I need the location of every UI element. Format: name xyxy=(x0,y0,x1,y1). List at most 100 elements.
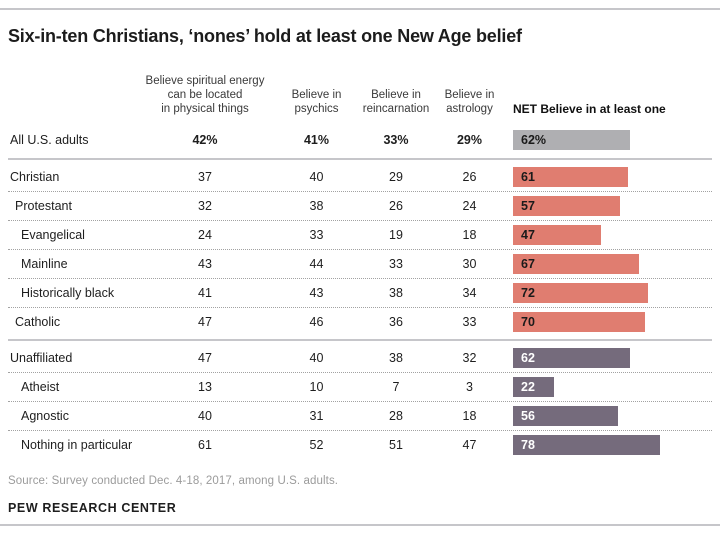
value-spiritual-energy: 24 xyxy=(198,228,212,242)
row-separator xyxy=(8,401,712,402)
net-bar-label: 72 xyxy=(521,286,535,300)
value-reincarnation: 26 xyxy=(389,199,403,213)
net-bar-label: 56 xyxy=(521,409,535,423)
col-header-net: NET Believe in at least one xyxy=(513,102,666,116)
net-bar-label: 47 xyxy=(521,228,535,242)
value-reincarnation: 19 xyxy=(389,228,403,242)
row-separator xyxy=(8,220,712,221)
value-spiritual-energy: 47 xyxy=(198,315,212,329)
row-separator xyxy=(8,191,712,192)
bottom-rule xyxy=(0,524,720,526)
table-row-nothing-in-particular: Nothing in particular 61 52 51 47 78 xyxy=(8,431,712,459)
table-row-catholic: Catholic 47 46 36 33 70 xyxy=(8,308,712,336)
value-psychics: 33 xyxy=(309,228,324,242)
value-psychics: 38 xyxy=(309,199,324,213)
net-bar-label: 61 xyxy=(521,170,535,184)
value-spiritual-energy: 47 xyxy=(198,351,212,365)
col-header-spiritual-energy: Believe spiritual energy can be located … xyxy=(145,75,265,115)
value-psychics: 43 xyxy=(309,286,324,300)
value-psychics: 46 xyxy=(309,315,324,329)
net-bar: 47 xyxy=(513,225,602,245)
table-row-protestant: Protestant 32 38 26 24 57 xyxy=(8,192,712,220)
value-reincarnation: 38 xyxy=(389,286,403,300)
net-bar: 70 xyxy=(513,312,645,332)
net-bar-label: 62 xyxy=(521,351,535,365)
value-reincarnation: 28 xyxy=(389,409,403,423)
net-bar: 62% xyxy=(513,130,630,150)
col-header-reincarnation: Believe in reincarnation xyxy=(362,89,430,115)
value-astrology: 3 xyxy=(466,380,473,394)
col-header-astrology: Believe in astrology xyxy=(444,89,495,115)
value-reincarnation: 33% xyxy=(383,133,409,147)
net-bar-label: 67 xyxy=(521,257,535,271)
value-spiritual-energy: 13 xyxy=(198,380,212,394)
value-psychics: 40 xyxy=(309,170,324,184)
row-separator xyxy=(8,278,712,279)
row-label: Unaffiliated xyxy=(10,351,73,365)
net-bar: 57 xyxy=(513,196,621,216)
value-astrology: 33 xyxy=(462,315,477,329)
row-label: Christian xyxy=(10,170,60,184)
chart-content: Six-in-ten Christians, ‘nones’ hold at l… xyxy=(8,26,712,515)
value-reincarnation: 51 xyxy=(389,438,403,452)
value-astrology: 47 xyxy=(462,438,477,452)
row-separator xyxy=(8,249,712,250)
table-row-unaffiliated: Unaffiliated 47 40 38 32 62 xyxy=(8,344,712,372)
value-astrology: 18 xyxy=(462,228,477,242)
group-separator xyxy=(8,339,712,341)
row-label: Catholic xyxy=(15,315,61,329)
net-bar: 22 xyxy=(513,377,555,397)
net-bar: 61 xyxy=(513,167,628,187)
top-rule xyxy=(0,8,720,10)
net-bar: 62 xyxy=(513,348,630,368)
table-row-evangelical: Evangelical 24 33 19 18 47 xyxy=(8,221,712,249)
value-astrology: 30 xyxy=(462,257,477,271)
value-spiritual-energy: 42% xyxy=(192,133,218,147)
net-bar-label: 78 xyxy=(521,438,535,452)
value-spiritual-energy: 41 xyxy=(198,286,212,300)
brand-footer: PEW RESEARCH CENTER xyxy=(8,501,177,515)
value-astrology: 32 xyxy=(462,351,477,365)
value-psychics: 31 xyxy=(309,409,324,423)
value-spiritual-energy: 43 xyxy=(198,257,212,271)
row-label: Protestant xyxy=(15,199,72,213)
chart-title: Six-in-ten Christians, ‘nones’ hold at l… xyxy=(8,26,522,46)
row-label: Nothing in particular xyxy=(21,438,133,452)
row-separator xyxy=(8,430,712,431)
value-psychics: 44 xyxy=(309,257,324,271)
value-spiritual-energy: 32 xyxy=(198,199,212,213)
net-bar-label: 22 xyxy=(521,380,535,394)
row-label: Evangelical xyxy=(21,228,85,242)
value-reincarnation: 7 xyxy=(392,380,400,394)
table-row-mainline: Mainline 43 44 33 30 67 xyxy=(8,250,712,278)
net-bar: 72 xyxy=(513,283,649,303)
value-astrology: 34 xyxy=(462,286,477,300)
net-bar: 56 xyxy=(513,406,619,426)
value-spiritual-energy: 61 xyxy=(198,438,212,452)
net-bar-label: 62% xyxy=(521,133,547,147)
value-reincarnation: 38 xyxy=(389,351,403,365)
net-bar-label: 57 xyxy=(521,199,535,213)
row-label: Atheist xyxy=(21,380,60,394)
source-note: Source: Survey conducted Dec. 4-18, 2017… xyxy=(8,475,339,487)
row-label: Mainline xyxy=(21,257,68,271)
value-astrology: 26 xyxy=(462,170,477,184)
table-row-atheist: Atheist 13 10 7 3 22 xyxy=(8,373,712,401)
table-row-all-us-adults: All U.S. adults 42% 41% 33% 29% 62% xyxy=(8,125,712,155)
net-bar-label: 70 xyxy=(521,315,535,329)
net-bar: 78 xyxy=(513,435,660,455)
column-header-row: Believe spiritual energy can be located … xyxy=(8,74,712,125)
table-row-agnostic: Agnostic 40 31 28 18 56 xyxy=(8,402,712,430)
value-reincarnation: 33 xyxy=(389,257,403,271)
row-separator xyxy=(8,307,712,308)
value-psychics: 52 xyxy=(309,438,324,452)
row-label: Agnostic xyxy=(21,409,69,423)
row-label: Historically black xyxy=(21,286,115,300)
net-bar: 67 xyxy=(513,254,639,274)
table-row-christian: Christian 37 40 29 26 61 xyxy=(8,163,712,191)
value-spiritual-energy: 37 xyxy=(198,170,212,184)
row-label: All U.S. adults xyxy=(10,133,89,147)
table-row-historically-black: Historically black 41 43 38 34 72 xyxy=(8,279,712,307)
value-astrology: 29% xyxy=(456,133,483,147)
